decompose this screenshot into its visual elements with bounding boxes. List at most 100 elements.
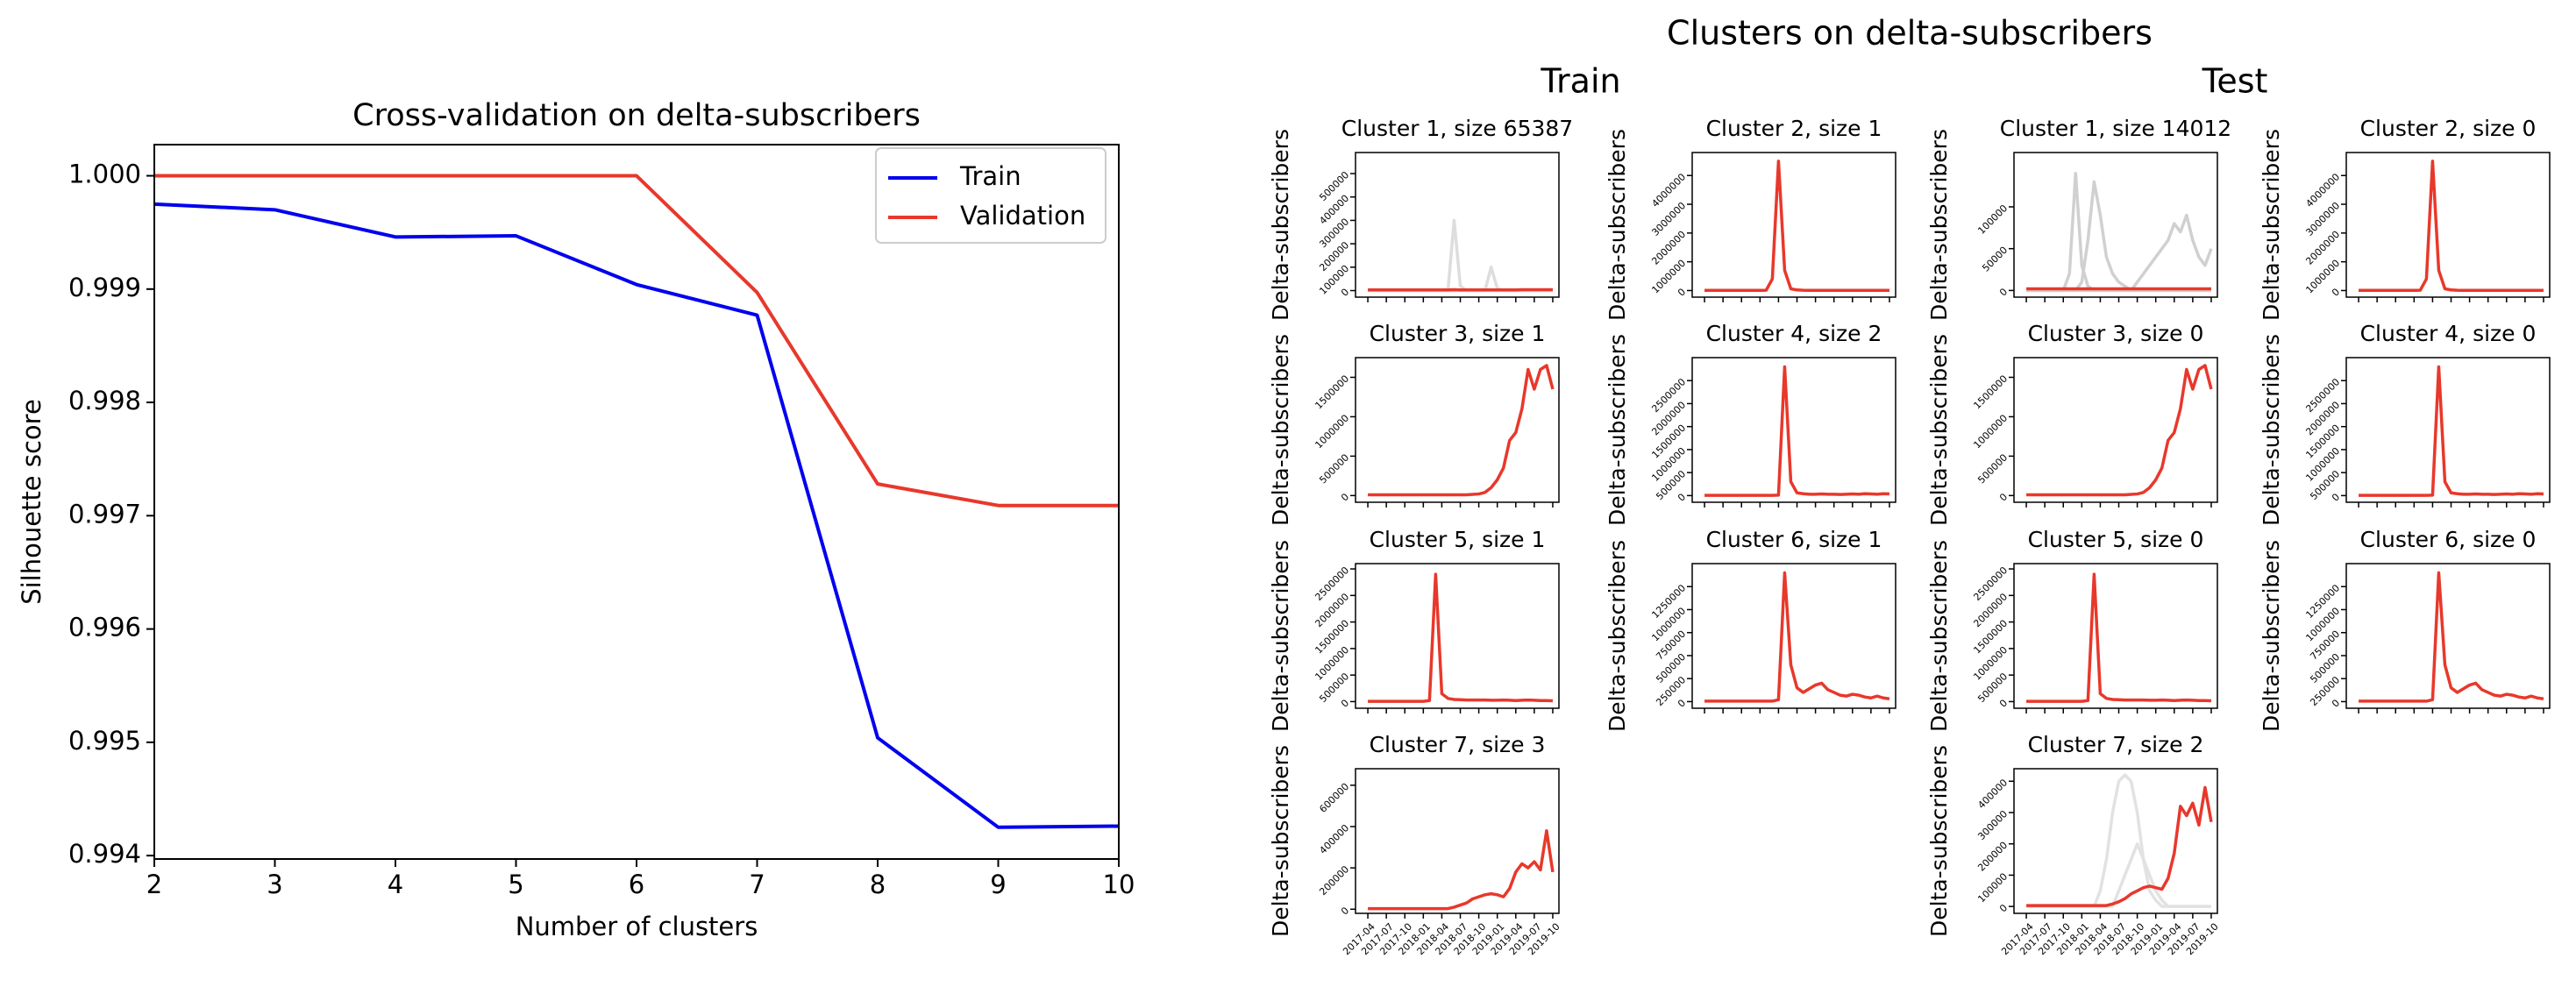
- y-tick-label: 1000000: [1971, 412, 2010, 451]
- series-line: [1368, 218, 1553, 293]
- series-line: [1704, 571, 1890, 703]
- x-tick-label: 4: [388, 870, 403, 899]
- axes-frame: [2345, 152, 2551, 298]
- y-axis-label: Delta-subscribers: [1926, 334, 1952, 526]
- x-tick-label: 8: [870, 870, 886, 899]
- y-tick-label: 0: [1997, 902, 2010, 914]
- y-axis-label: Delta-subscribers: [1268, 745, 1293, 937]
- series-line: [2359, 571, 2544, 703]
- y-tick-label: 0.998: [68, 386, 141, 415]
- chart-title: Cluster 3, size 1: [1370, 321, 1546, 346]
- series-line: [153, 202, 1120, 829]
- y-tick-label: 1500000: [1971, 373, 2010, 412]
- chart-title: Cluster 5, size 0: [2028, 527, 2204, 552]
- x-tick-label: 10: [1103, 870, 1135, 899]
- x-axis-label: Number of clusters: [516, 912, 758, 941]
- y-axis-label: Delta-subscribers: [1605, 334, 1630, 526]
- y-axis-label: Delta-subscribers: [2259, 334, 2284, 526]
- y-tick-label: 1.000: [68, 160, 141, 189]
- axes-frame: [1691, 357, 1896, 503]
- y-axis-label: Delta-subscribers: [1605, 540, 1630, 732]
- figure-title: Clusters on delta-subscribers: [1667, 14, 2153, 53]
- chart-title: Cluster 4, size 0: [2360, 321, 2537, 346]
- y-axis-label: Delta-subscribers: [1926, 540, 1952, 732]
- axes-frame: [2013, 563, 2218, 709]
- series-line: [1704, 160, 1889, 293]
- series-line: [1368, 572, 1554, 703]
- y-tick-label: 0: [1676, 287, 1688, 299]
- axes-frame: [2013, 152, 2218, 298]
- y-tick-label: 0.994: [68, 839, 141, 869]
- y-tick-label: 0: [2330, 287, 2342, 299]
- chart-title: Cross-validation on delta-subscribers: [352, 98, 921, 133]
- chart-title: Cluster 1, size 14012: [2000, 116, 2231, 141]
- series-line: [1368, 828, 1555, 911]
- axes-frame: [1355, 563, 1560, 709]
- y-tick-label: 0.997: [68, 499, 141, 529]
- x-tick-label: 3: [267, 870, 282, 899]
- x-tick-label: 9: [990, 870, 1006, 899]
- series-line: [2359, 365, 2544, 497]
- series-line: [154, 174, 1119, 508]
- series-line: [2359, 160, 2544, 293]
- axes-frame: [1691, 563, 1896, 709]
- axes-frame: [1691, 152, 1896, 298]
- chart-title: Cluster 3, size 0: [2028, 321, 2204, 346]
- chart-title: Cluster 6, size 0: [2360, 527, 2537, 552]
- y-tick-label: 600000: [1317, 781, 1351, 815]
- legend-label: Train: [959, 161, 1021, 191]
- y-axis-label: Delta-subscribers: [1605, 129, 1630, 321]
- series-line: [1368, 364, 1555, 497]
- y-axis-label: Delta-subscribers: [2259, 540, 2284, 732]
- y-axis-label: Delta-subscribers: [1268, 540, 1293, 732]
- axes-frame: [2345, 563, 2551, 709]
- y-tick-label: 50000: [1980, 245, 2010, 274]
- axes-frame: [1355, 768, 1560, 914]
- y-tick-label: 0: [1997, 491, 2010, 503]
- axes-frame: [2013, 768, 2218, 914]
- y-tick-label: 100000: [1975, 202, 2010, 237]
- legend-label: Validation: [960, 201, 1085, 231]
- y-tick-label: 0.995: [68, 726, 141, 756]
- x-tick-label: 6: [629, 870, 644, 899]
- y-tick-label: 0: [1339, 697, 1351, 709]
- y-tick-label: 400000: [1317, 822, 1351, 856]
- y-tick-label: 0.999: [68, 273, 141, 302]
- chart-title: Cluster 7, size 2: [2028, 732, 2204, 757]
- x-tick-label: 2: [146, 870, 162, 899]
- series-line: [2026, 785, 2213, 907]
- y-tick-label: 300000: [1975, 808, 2010, 842]
- y-tick-label: 0: [1339, 491, 1351, 503]
- y-tick-label: 0: [1676, 491, 1688, 503]
- y-axis-label: Delta-subscribers: [2259, 129, 2284, 321]
- series-line: [2026, 172, 2211, 293]
- chart-title: Cluster 5, size 1: [1370, 527, 1546, 552]
- y-axis-label: Delta-subscribers: [1268, 129, 1293, 321]
- panel-title: Train: [1540, 62, 1620, 101]
- y-tick-label: 500000: [1975, 451, 2010, 486]
- y-axis-label: Silhouette score: [17, 399, 46, 605]
- y-tick-label: 1000000: [1313, 412, 1351, 451]
- x-tick-label: 7: [749, 870, 765, 899]
- y-tick-label: 0: [2330, 697, 2342, 709]
- y-tick-label: 500000: [1317, 451, 1351, 486]
- y-tick-label: 0.996: [68, 613, 141, 642]
- y-tick-label: 1500000: [1313, 373, 1351, 412]
- axes-frame: [153, 144, 1120, 860]
- series-line: [2026, 841, 2211, 908]
- y-tick-label: 200000: [1975, 840, 2010, 874]
- y-axis-label: Delta-subscribers: [1926, 129, 1952, 321]
- chart-title: Cluster 4, size 2: [1706, 321, 1882, 346]
- axes-frame: [2345, 357, 2551, 503]
- y-tick-label: 0: [1339, 905, 1351, 917]
- axes-frame: [1355, 357, 1560, 503]
- chart-title: Cluster 2, size 1: [1706, 116, 1882, 141]
- axes-frame: [2013, 357, 2218, 503]
- y-axis-label: Delta-subscribers: [1268, 334, 1293, 526]
- series-line: [2026, 364, 2213, 497]
- axes-frame: [1355, 152, 1560, 298]
- series-line: [1704, 365, 1890, 497]
- chart-title: Cluster 7, size 3: [1370, 732, 1546, 757]
